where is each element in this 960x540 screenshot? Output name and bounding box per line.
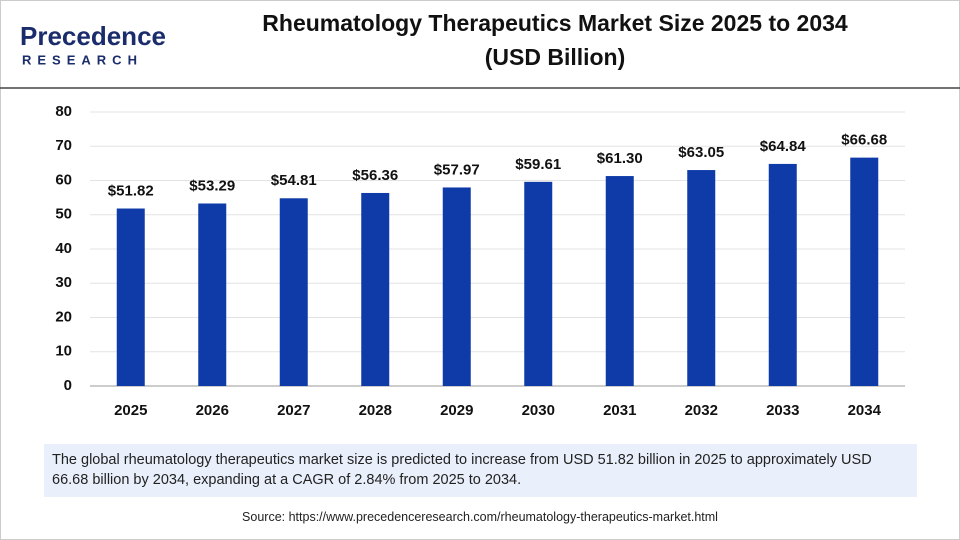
chart-title: Rheumatology Therapeutics Market Size 20… (262, 10, 848, 36)
y-tick-label: 10 (55, 343, 72, 360)
x-tick-label: 2026 (196, 402, 229, 419)
y-tick-label: 60 (55, 171, 72, 188)
bar (524, 181, 553, 386)
value-label: $54.81 (271, 172, 317, 189)
y-tick-label: 30 (55, 274, 72, 291)
description: The global rheumatology therapeutics mar… (44, 444, 917, 497)
y-tick-label: 80 (55, 103, 72, 120)
bar (605, 176, 634, 386)
value-label: $59.61 (515, 156, 561, 173)
logo-tagline: RESEARCH (22, 52, 143, 67)
x-tick-label: 2034 (848, 402, 882, 419)
x-tick-label: 2025 (114, 402, 147, 419)
y-tick-label: 70 (55, 137, 72, 154)
value-label: $66.68 (841, 132, 887, 149)
x-tick-label: 2028 (359, 402, 392, 419)
value-label: $63.05 (678, 144, 724, 161)
bar (687, 170, 716, 386)
value-label: $61.30 (597, 150, 643, 167)
value-label: $51.82 (108, 182, 154, 199)
x-tick-label: 2032 (685, 402, 718, 419)
bar (361, 192, 390, 386)
bar (850, 157, 879, 386)
chart-subtitle: (USD Billion) (485, 44, 626, 70)
value-label: $56.36 (352, 167, 398, 184)
x-tick-label: 2027 (277, 402, 310, 419)
value-label: $57.97 (434, 161, 480, 178)
bar (198, 203, 227, 386)
value-label: $64.84 (760, 138, 807, 155)
y-tick-label: 0 (64, 377, 72, 394)
y-tick-label: 40 (55, 240, 72, 257)
x-tick-label: 2033 (766, 402, 799, 419)
x-tick-label: 2030 (522, 402, 555, 419)
x-tick-label: 2031 (603, 402, 636, 419)
bar (279, 198, 308, 386)
value-label: $53.29 (189, 177, 235, 194)
source: Source: https://www.precedenceresearch.c… (242, 510, 718, 524)
bar (768, 163, 797, 386)
x-tick-label: 2029 (440, 402, 473, 419)
y-tick-label: 50 (55, 206, 72, 223)
y-tick-label: 20 (55, 308, 72, 325)
logo-name: Precedence (20, 21, 166, 51)
bar (116, 208, 145, 386)
bar (442, 187, 471, 386)
